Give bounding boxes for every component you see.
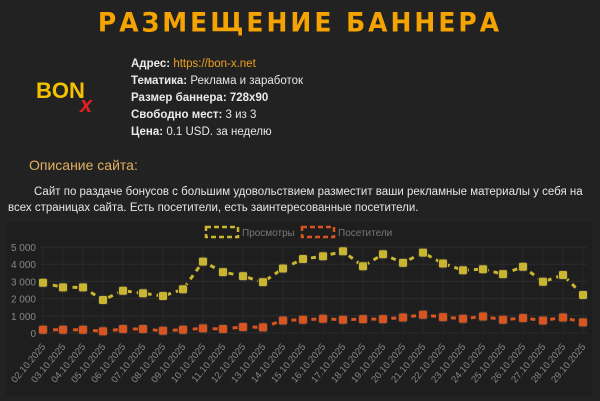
- data-point: [218, 324, 228, 335]
- y-tick-label: 5 000: [11, 243, 36, 254]
- page-title: РАЗМЕЩЕНИЕ БАННЕРА: [97, 7, 503, 38]
- site-info: Адрес: https://bon-x.net Тематика: Рекла…: [131, 56, 303, 141]
- price-value: 0.1 USD. за неделю: [166, 126, 272, 138]
- data-point: [458, 313, 468, 324]
- logo-mark: x: [80, 92, 93, 117]
- description-heading: Описание сайта:: [29, 157, 138, 173]
- data-point: [218, 267, 228, 278]
- free-value: 3 из 3: [225, 109, 257, 121]
- data-point: [118, 285, 128, 296]
- data-point: [38, 324, 48, 335]
- data-point: [58, 282, 68, 293]
- topic-label: Тематика:: [131, 75, 188, 87]
- data-point: [518, 261, 528, 272]
- data-point: [198, 256, 208, 267]
- data-point: [238, 271, 248, 282]
- data-point: [558, 312, 568, 323]
- data-point: [178, 284, 188, 295]
- data-point: [358, 261, 368, 272]
- address-label: Адрес:: [131, 58, 171, 70]
- data-point: [458, 265, 468, 276]
- data-point: [398, 312, 408, 323]
- y-tick-label: 0: [30, 329, 36, 340]
- y-tick-label: 4 000: [11, 260, 36, 271]
- data-point: [138, 288, 148, 299]
- data-point: [118, 324, 128, 335]
- y-tick-label: 2 000: [11, 295, 36, 306]
- data-point: [478, 311, 488, 322]
- data-point: [578, 317, 588, 328]
- address-link[interactable]: https://bon-x.net: [173, 58, 256, 70]
- data-point: [338, 246, 348, 257]
- data-point: [138, 324, 148, 335]
- data-point: [78, 282, 88, 293]
- series-line: [43, 313, 584, 333]
- data-point: [438, 312, 448, 323]
- data-point: [358, 314, 368, 325]
- logo-text: BON: [36, 78, 85, 103]
- data-point: [498, 314, 508, 325]
- data-point: [38, 277, 48, 288]
- y-tick-label: 3 000: [11, 277, 36, 288]
- data-point: [578, 289, 588, 300]
- data-point: [418, 247, 428, 258]
- data-point: [98, 326, 108, 337]
- series-line: [42, 249, 585, 302]
- data-point: [298, 254, 308, 265]
- data-point: [538, 315, 548, 326]
- data-point: [378, 249, 388, 260]
- data-point: [158, 291, 168, 302]
- data-point: [418, 309, 428, 320]
- data-point: [378, 314, 388, 325]
- data-point: [278, 315, 288, 326]
- data-point: [438, 258, 448, 269]
- data-point: [338, 314, 348, 325]
- free-label: Свободно мест:: [131, 109, 223, 121]
- data-point: [518, 313, 528, 324]
- data-point: [318, 313, 328, 324]
- legend-swatch: [300, 225, 336, 239]
- site-logo: BON x: [36, 78, 96, 118]
- data-point: [278, 263, 288, 274]
- data-point: [178, 324, 188, 335]
- data-point: [498, 269, 508, 280]
- data-point: [158, 325, 168, 336]
- y-tick-label: 1 000: [11, 312, 36, 323]
- data-point: [98, 294, 108, 305]
- data-point: [558, 270, 568, 281]
- size-label: Размер баннера:: [131, 92, 227, 104]
- description-text: Сайт по раздаче бонусов с большим удовол…: [8, 186, 583, 214]
- legend-label: Посетители: [338, 228, 392, 239]
- data-point: [198, 323, 208, 334]
- data-point: [318, 251, 328, 262]
- data-point: [478, 264, 488, 275]
- data-point: [238, 321, 248, 332]
- data-point: [298, 314, 308, 325]
- legend-swatch: [204, 225, 240, 239]
- data-point: [398, 257, 408, 268]
- size-value: 728x90: [229, 92, 269, 104]
- topic-value: Реклама и заработок: [190, 75, 304, 87]
- data-point: [58, 324, 68, 335]
- legend-label: Просмотры: [242, 228, 295, 239]
- data-point: [258, 277, 268, 288]
- price-label: Цена:: [131, 126, 164, 138]
- data-point: [538, 276, 548, 287]
- data-point: [258, 322, 268, 333]
- data-point: [78, 324, 88, 335]
